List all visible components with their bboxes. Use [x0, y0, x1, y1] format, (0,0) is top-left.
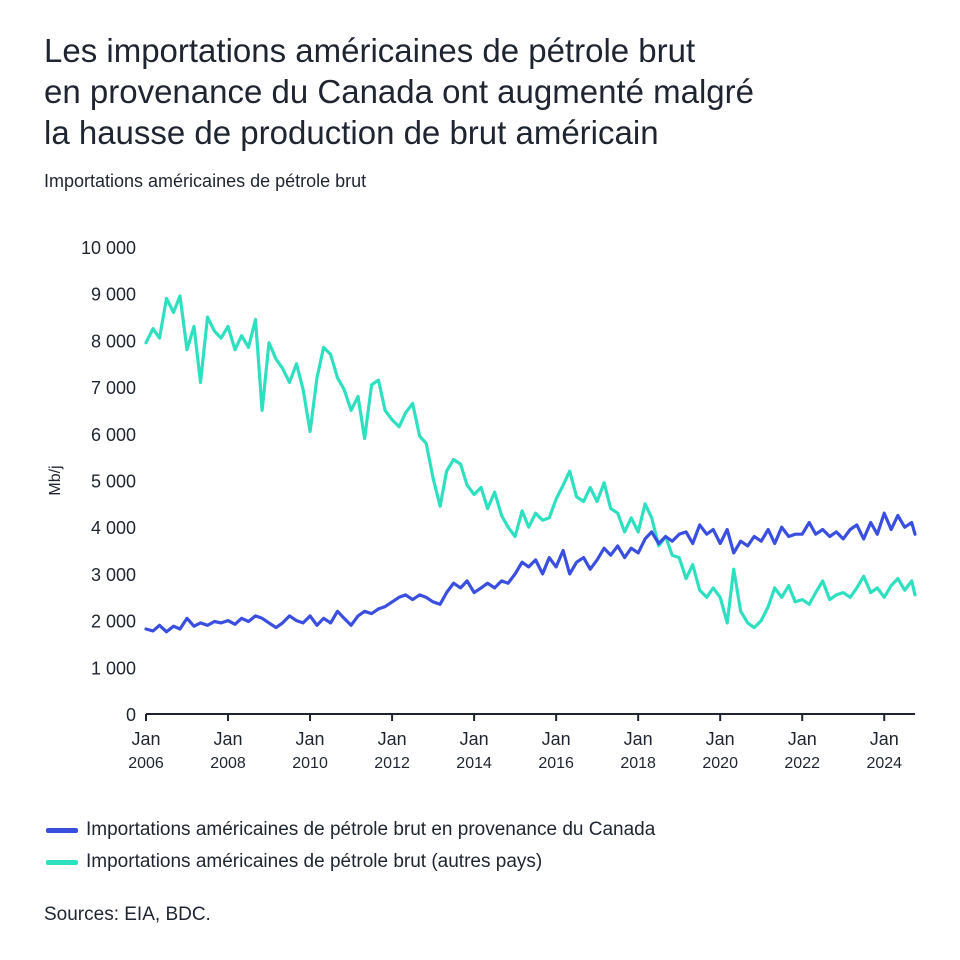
y-tick-label: 0	[126, 705, 136, 725]
x-tick-label-year: 2008	[210, 755, 246, 772]
legend-item-other: Importations américaines de pétrole brut…	[46, 846, 655, 878]
y-tick-label: 2 000	[91, 612, 136, 632]
x-tick-label-month: Jan	[870, 729, 899, 749]
chart-subtitle: Importations américaines de pétrole brut	[44, 171, 367, 191]
x-tick-label-year: 2016	[538, 755, 574, 772]
y-tick-label: 4 000	[91, 518, 136, 538]
y-tick-label: 1 000	[91, 658, 136, 678]
x-tick-label-month: Jan	[214, 729, 243, 749]
x-axis: Jan 2006 Jan 2008 Jan 2010 Jan 2012 Jan 2014 Jan 20…	[128, 713, 915, 772]
x-tick-label-month: Jan	[460, 729, 489, 749]
legend-swatch-canada	[46, 827, 78, 833]
series-line-other	[144, 294, 917, 630]
y-axis-label: Mb/j	[47, 465, 64, 495]
y-axis: 0 1 000 2 000 3 000 4 000 5 000 6 000 7 000 8 00…	[47, 238, 136, 725]
title-line-3: la hausse de production de brut américai…	[44, 114, 659, 151]
y-tick-label: 10 000	[81, 238, 136, 258]
x-tick-label-year: 2020	[702, 755, 738, 772]
y-tick-label: 6 000	[91, 425, 136, 445]
y-tick-label: 7 000	[91, 378, 136, 398]
x-tick-label-month: Jan	[788, 729, 817, 749]
source-note: Sources: EIA, BDC.	[44, 904, 211, 925]
y-tick-label: 9 000	[91, 285, 136, 305]
legend-label-other: Importations américaines de pétrole brut…	[86, 851, 543, 872]
x-tick-label-year: 2010	[292, 755, 328, 772]
x-tick-label-year: 2018	[620, 755, 656, 772]
x-tick-label-month: Jan	[706, 729, 735, 749]
series-line-canada	[144, 511, 917, 634]
line-chart: 0 1 000 2 000 3 000 4 000 5 000 6 000 7 000 8 00…	[47, 238, 917, 772]
x-tick-label-year: 2014	[456, 755, 492, 772]
x-tick-label-year: 2012	[374, 755, 410, 772]
x-tick-label-year: 2024	[866, 755, 902, 772]
legend-swatch-other	[46, 859, 78, 865]
legend-label-canada: Importations américaines de pétrole brut…	[86, 819, 656, 840]
series-layer	[144, 294, 917, 634]
x-tick-label-month: Jan	[624, 729, 653, 749]
legend: Importations américaines de pétrole brut…	[46, 814, 655, 878]
chart-title: Les importations américaines de pétrole …	[44, 30, 924, 153]
title-line-2: en provenance du Canada ont augmenté mal…	[44, 73, 754, 110]
title-line-1: Les importations américaines de pétrole …	[44, 32, 696, 69]
y-tick-label: 8 000	[91, 331, 136, 351]
x-tick-label-year: 2022	[784, 755, 820, 772]
x-tick-label-month: Jan	[542, 729, 571, 749]
x-tick-label-month: Jan	[378, 729, 407, 749]
y-tick-label: 3 000	[91, 565, 136, 585]
x-tick-label-month: Jan	[296, 729, 325, 749]
x-tick-label-year: 2006	[128, 755, 164, 772]
y-tick-label: 5 000	[91, 472, 136, 492]
legend-item-canada: Importations américaines de pétrole brut…	[46, 814, 655, 846]
x-tick-label-month: Jan	[131, 729, 160, 749]
